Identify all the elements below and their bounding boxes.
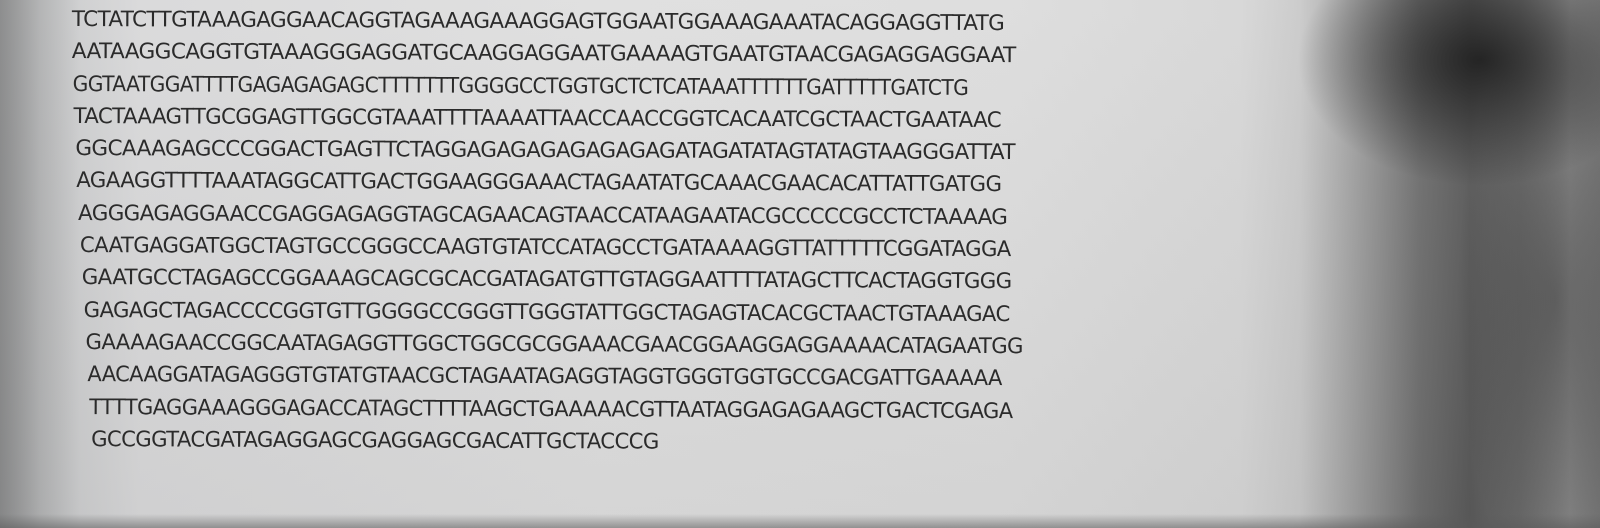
dna-sequence-text: TCTATCTTGTAAAGAGGAACAGGTAGAAAGAAAGGAGTGG…	[70, 4, 1322, 462]
sequence-line: AGGGAGAGGAACCGAGGAGAGGTAGCAGAACAGTAACCAT…	[78, 200, 1008, 230]
sequence-line: TCTATCTTGTAAAGAGGAACAGGTAGAAAGAAAGGAGTGG…	[71, 6, 1005, 37]
sequence-line: TACTAAAGTTGCGGAGTTGGCGTAAATTTTAAAATTAACC…	[73, 103, 1002, 133]
left-edge-shadow	[0, 0, 80, 528]
sequence-line: GAAAAGAACCGGCAATAGAGGTTGGCTGGCGCGGAAACGA…	[85, 330, 1023, 360]
sequence-line: GAGAGCTAGACCCCGGTGTTGGGGCCGGGTTGGGTATTGG…	[83, 297, 1010, 327]
sequence-line: AATAAGGCAGGTGTAAAGGGAGGATGCAAGGAGGAATGAA…	[71, 39, 1016, 69]
sequence-line: TTTTGAGGAAAGGGAGACCATAGCTTTTAAGCTGAAAAAC…	[89, 394, 1013, 424]
sequence-line: GGCAAAGAGCCCGGACTGAGTTCTAGGAGAGAGAGAGAGA…	[75, 136, 1015, 166]
bottom-edge-shadow	[0, 514, 1600, 528]
sequence-line: AGAAGGTTTTAAATAGGCATTGACTGGAAGGGAAACTAGA…	[76, 168, 1002, 198]
sequence-line: GCCGGTACGATAGAGGAGCGAGGAGCGACATTGCTACCCG	[91, 426, 659, 455]
sequence-line: CAATGAGGATGGCTAGTGCCGGGCCAAGTGTATCCATAGC…	[79, 233, 1011, 263]
sequence-line: GAATGCCTAGAGCCGGAAAGCAGCGCACGATAGATGTTGT…	[81, 265, 1012, 295]
sequence-line: GGTAATGGATTTTGAGAGAGAGCTTTTTTTGGGGCCTGGT…	[72, 71, 969, 101]
sequence-line: AACAAGGATAGAGGGTGTATGTAACGCTAGAATAGAGGTA…	[87, 362, 1002, 392]
